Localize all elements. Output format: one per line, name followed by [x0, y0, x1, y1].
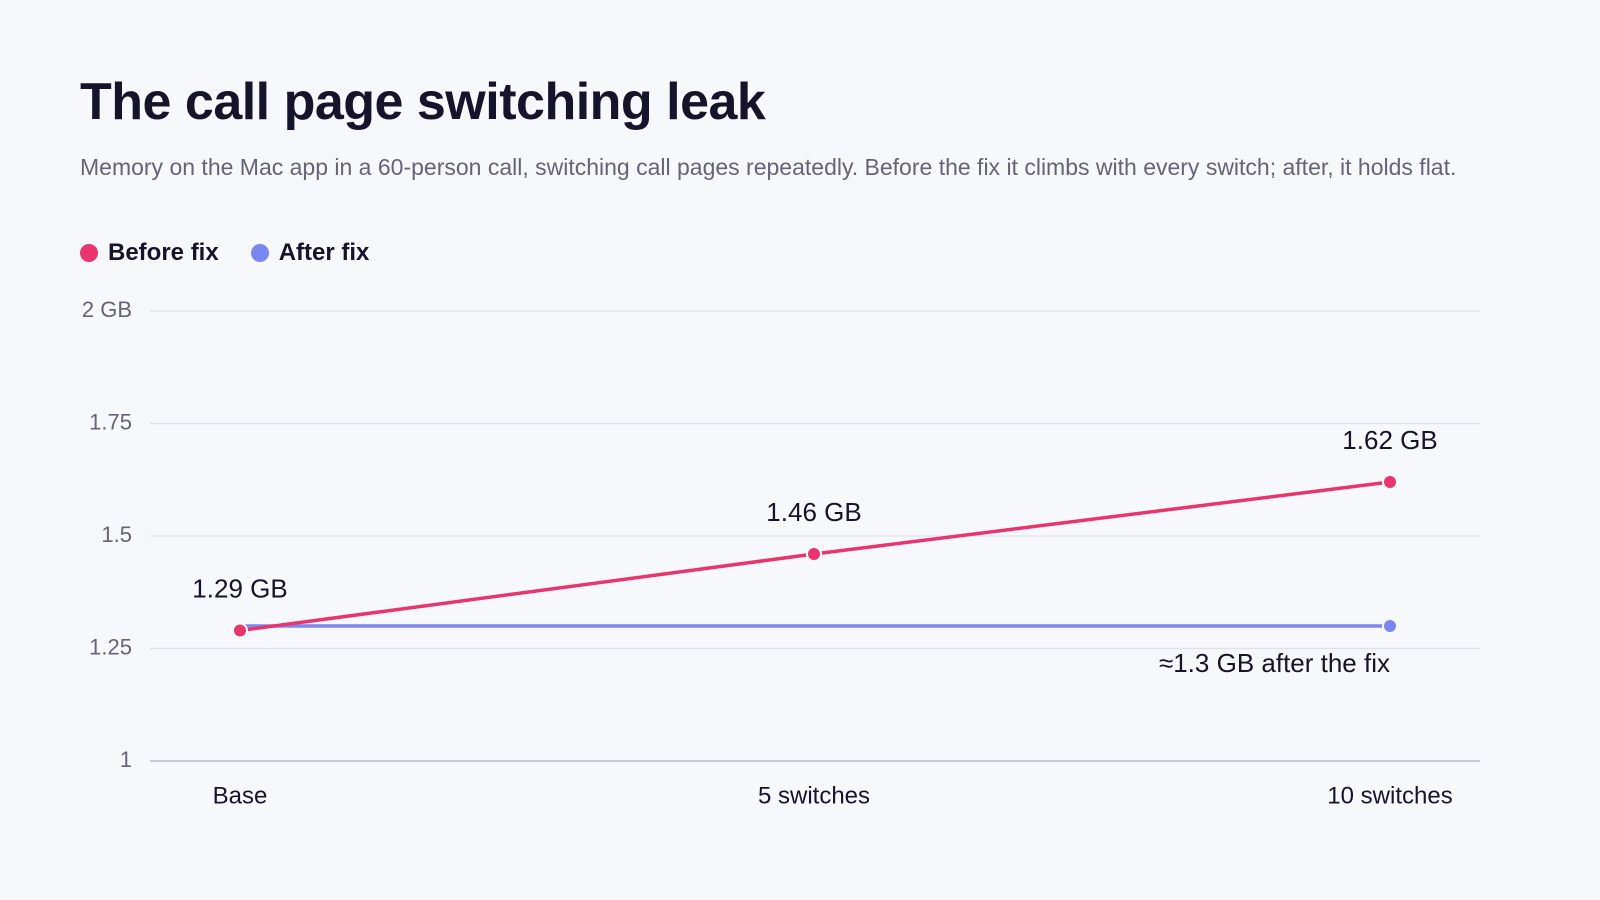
- y-tick-label: 1.5: [101, 522, 132, 547]
- y-tick-label: 1: [120, 747, 132, 772]
- legend-label: After fix: [278, 239, 370, 266]
- data-label: 1.46 GB: [766, 497, 861, 527]
- data-point: [806, 546, 822, 562]
- chart-subtitle: Memory on the Mac app in a 60-person cal…: [80, 154, 1457, 180]
- y-tick-label: 1.75: [89, 409, 132, 434]
- legend-swatch: [80, 244, 98, 262]
- y-tick-label: 1.25: [89, 634, 132, 659]
- legend-item: After fix: [250, 239, 370, 267]
- legend-label: Before fix: [108, 239, 219, 266]
- annotation: ≈1.3 GB after the fix: [1159, 648, 1390, 678]
- x-tick-label: 10 switches: [1327, 782, 1452, 809]
- y-tick-label: 2 GB: [82, 297, 132, 322]
- data-label: 1.62 GB: [1342, 425, 1437, 455]
- legend-item: Before fix: [80, 239, 219, 267]
- legend: Before fix After fix: [80, 239, 369, 267]
- data-point: [232, 622, 248, 639]
- legend-swatch: [250, 244, 269, 262]
- data-label: 1.29 GB: [192, 573, 287, 603]
- data-point: [1382, 618, 1398, 634]
- x-tick-label: Base: [213, 782, 268, 809]
- chart-title: The call page switching leak: [80, 73, 766, 131]
- data-point: [1382, 474, 1398, 490]
- x-tick-label: 5 switches: [758, 782, 870, 809]
